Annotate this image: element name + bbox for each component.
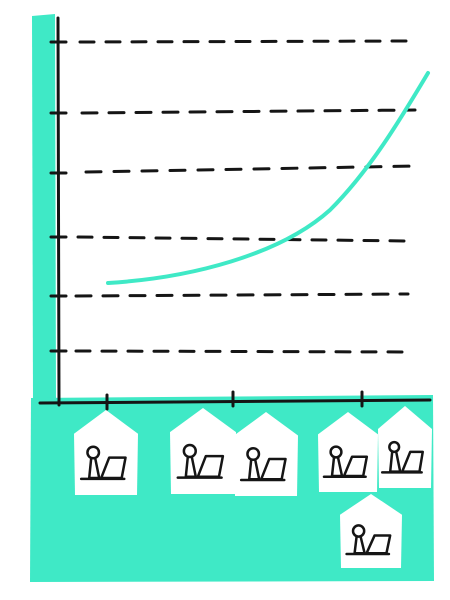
person-with-laptop-icon	[79, 445, 127, 481]
house-6	[340, 494, 402, 568]
person-with-laptop-icon	[176, 443, 225, 479]
left-teal-band	[32, 14, 56, 404]
houses-group	[74, 406, 432, 568]
house-5	[378, 406, 432, 488]
gridline-3	[84, 164, 420, 174]
x-axis	[38, 398, 432, 405]
gridline-4	[76, 235, 410, 243]
house-2	[170, 408, 236, 494]
person-with-laptop-icon	[380, 440, 424, 474]
gridline-5	[74, 292, 410, 298]
house-3	[234, 412, 298, 496]
gridline-1	[78, 39, 412, 44]
person-with-laptop-icon	[345, 524, 392, 556]
growth-curve	[106, 71, 430, 285]
axes	[38, 16, 432, 411]
person-with-laptop-icon	[322, 445, 369, 479]
person-with-laptop-icon	[239, 446, 287, 482]
house-1	[74, 410, 138, 495]
gridlines	[74, 39, 420, 354]
gridline-6	[74, 349, 415, 354]
house-4	[318, 412, 378, 492]
y-axis	[56, 16, 61, 407]
gridline-2	[80, 108, 417, 115]
